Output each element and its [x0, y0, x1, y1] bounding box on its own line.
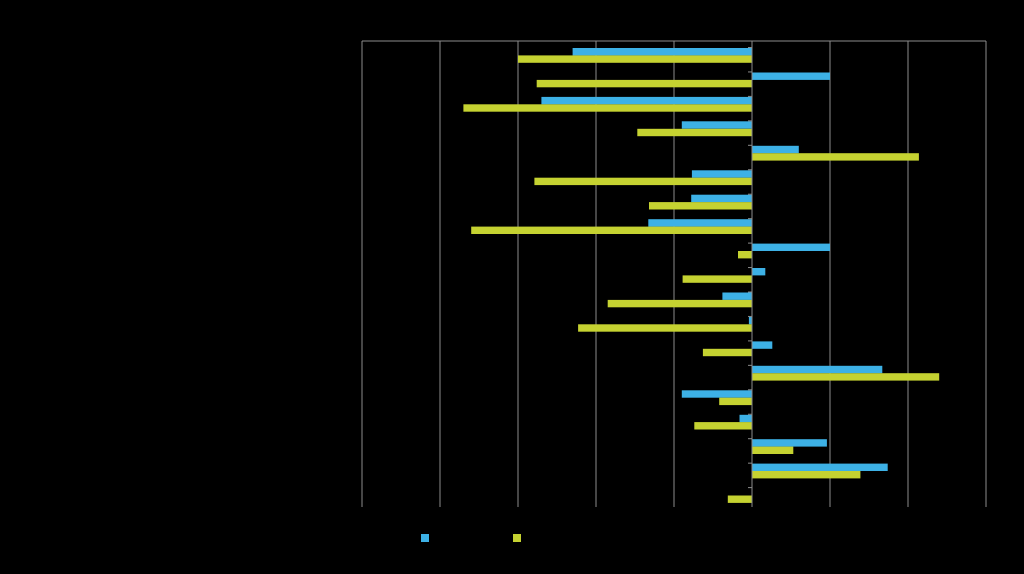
bar-series1-cat4: [681, 121, 752, 129]
legend-marker-series1: [421, 534, 429, 542]
bar-series1-cat18: [752, 463, 888, 471]
bar-series2-cat17: [752, 446, 794, 454]
bar-series2-cat7: [649, 202, 752, 210]
bars: [463, 48, 940, 503]
bar-series1-cat7: [691, 194, 752, 203]
bar-series1-cat6: [691, 170, 752, 178]
bar-series1-cat12: [748, 316, 752, 325]
bar-series1-cat3: [541, 96, 752, 105]
bar-series2-cat11: [607, 299, 752, 308]
bar-series1-cat14: [752, 365, 883, 374]
bar-series1-cat17: [752, 439, 827, 447]
bar-series1-cat8: [648, 219, 752, 227]
bar-series2-cat10: [682, 275, 752, 283]
bar-series1-cat1: [572, 48, 752, 56]
bar-series1-cat11: [722, 292, 752, 300]
legend: [421, 534, 521, 542]
legend-marker-series2: [513, 534, 521, 542]
bar-series2-cat6: [534, 177, 752, 186]
bar-series2-cat5: [752, 153, 919, 161]
bar-series1-cat15: [681, 390, 752, 398]
bar-series2-cat18: [752, 471, 861, 479]
bar-series2-cat4: [637, 128, 752, 137]
bar-series1-cat9: [752, 243, 830, 251]
bar-series1-cat10: [752, 268, 766, 276]
bar-series2-cat14: [752, 373, 940, 381]
bar-series2-cat16: [694, 422, 752, 430]
bar-series2-cat2: [536, 79, 752, 88]
bar-series1-cat2: [752, 72, 830, 80]
bar-series2-cat3: [463, 104, 752, 112]
bar-series1-cat13: [752, 341, 773, 349]
bar-series2-cat19: [727, 495, 752, 503]
bar-series2-cat8: [471, 226, 752, 234]
bar-series2-cat12: [578, 324, 752, 332]
bar-series2-cat15: [719, 397, 752, 406]
bar-series2-cat9: [738, 251, 752, 259]
bar-series2-cat1: [518, 55, 752, 63]
bar-series1-cat5: [752, 145, 799, 154]
bar-series2-cat13: [702, 348, 752, 357]
category-axis: [748, 41, 753, 507]
bar-series1-cat16: [739, 414, 752, 423]
